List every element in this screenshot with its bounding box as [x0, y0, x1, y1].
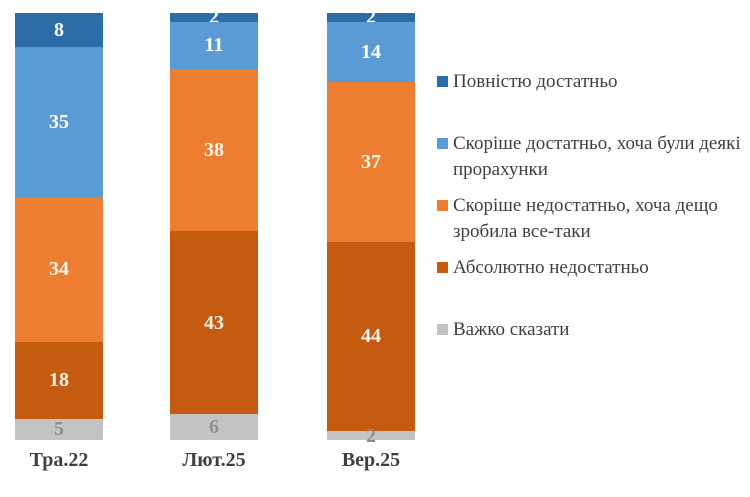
bar-segment: 18 — [15, 341, 103, 419]
bar-segment-value: 34 — [49, 258, 69, 281]
bar-segment: 34 — [15, 196, 103, 342]
bar-segment-value: 14 — [361, 40, 381, 63]
legend-item: Скоріше недостатньо, хоча дещо зробила в… — [437, 193, 745, 245]
bar-segment-value: 2 — [209, 6, 219, 29]
legend-swatch-icon — [437, 76, 448, 87]
bar-segment-value: 8 — [54, 19, 64, 42]
bar-segment: 44 — [327, 241, 415, 432]
bar-segment-value: 43 — [204, 311, 224, 334]
legend-item-label: Повністю достатньо — [453, 71, 618, 92]
bar-segment: 14 — [327, 21, 415, 82]
bar-segment-value: 35 — [49, 110, 69, 133]
bar-segment: 38 — [170, 68, 258, 231]
x-axis-label: Лют.25 — [182, 449, 246, 471]
bar-segment: 2 — [327, 7, 415, 27]
bar-column-2: 2 14 37 44 2 — [327, 7, 415, 446]
bar-segment-value: 5 — [54, 418, 64, 441]
bar-segment-value: 18 — [49, 369, 69, 392]
bar-segment-value: 37 — [361, 150, 381, 173]
bar-segment: 35 — [15, 47, 103, 197]
legend-item-label: Важко сказати — [453, 319, 570, 340]
bar-segment: 43 — [170, 230, 258, 415]
x-axis-label: Вер.25 — [341, 449, 401, 471]
bar-segment: 8 — [15, 13, 103, 48]
legend-item: Повністю достатньо — [437, 69, 745, 95]
legend-item: Скоріше достатньо, хоча були деякі прора… — [437, 131, 745, 183]
bar-segment-value: 2 — [366, 424, 376, 447]
legend-item-label: Скоріше недостатньо, хоча дещо зробила в… — [453, 195, 718, 242]
bar-column-1: 2 11 38 43 6 — [170, 7, 258, 440]
legend-swatch-icon — [437, 138, 448, 149]
bar-segment-value: 6 — [209, 416, 219, 439]
x-axis-label: Тра.22 — [29, 449, 89, 471]
bar-segment-value: 38 — [204, 138, 224, 161]
bar-segment: 11 — [170, 21, 258, 69]
bar-segment-value: 2 — [366, 6, 376, 29]
bar-segment: 5 — [15, 418, 103, 441]
bar-segment-value: 11 — [204, 34, 224, 57]
bar-segment: 2 — [170, 7, 258, 27]
legend-item-label: Скоріше достатньо, хоча були деякі прора… — [453, 133, 741, 180]
legend-swatch-icon — [437, 324, 448, 335]
legend-item: Важко сказати — [437, 317, 745, 343]
bar-segment: 2 — [327, 426, 415, 446]
legend-item-label: Абсолютно недостатньо — [453, 257, 649, 278]
bar-segment: 37 — [327, 82, 415, 242]
legend-item: Абсолютно недостатньо — [437, 255, 745, 281]
legend-swatch-icon — [437, 200, 448, 211]
legend-swatch-icon — [437, 262, 448, 273]
bar-segment: 6 — [170, 414, 258, 440]
bar-segment-value: 44 — [361, 325, 381, 348]
bar-column-0: 8 35 34 18 5 — [15, 13, 103, 440]
